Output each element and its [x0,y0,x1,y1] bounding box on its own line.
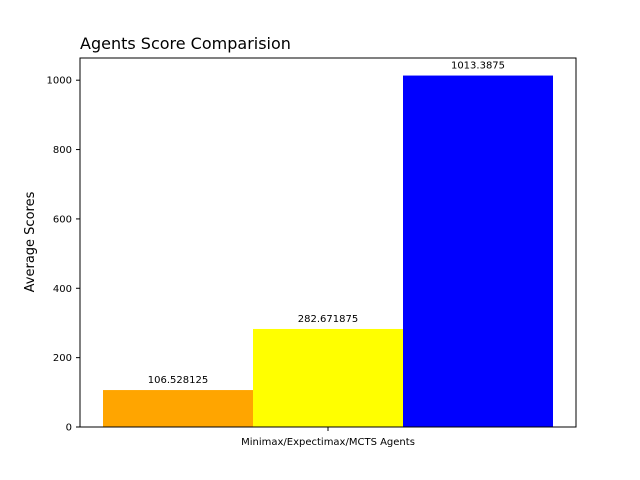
bar-2 [253,328,403,427]
y-tick-label: 800 [53,145,72,156]
y-tick-label: 400 [53,284,72,295]
x-axis: Minimax/Expectimax/MCTS Agents [241,427,415,448]
y-tick-label: 600 [53,214,72,225]
data-label-3: 1013.3875 [451,61,505,72]
y-axis: 0 200 400 600 800 1000 [47,76,80,434]
x-tick-label: Minimax/Expectimax/MCTS Agents [241,437,415,448]
data-label-2: 282.671875 [298,314,358,325]
data-label-1: 106.528125 [148,375,208,386]
chart-title: Agents Score Comparision [80,34,291,53]
bars-layer [103,75,553,427]
bar-3 [403,75,553,427]
y-tick-label: 1000 [47,76,72,87]
y-tick-label: 0 [66,423,72,434]
y-axis-label: Average Scores [23,191,38,292]
bar-1 [103,390,253,427]
data-labels-layer: 106.528125 282.671875 1013.3875 [148,61,505,387]
y-tick-label: 200 [53,353,72,364]
